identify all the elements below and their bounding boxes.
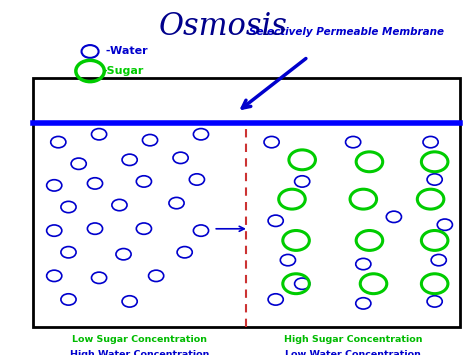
Bar	[33, 78, 460, 327]
Text: Selectively Permeable Membrane: Selectively Permeable Membrane	[248, 27, 444, 37]
Text: -Sugar: -Sugar	[102, 66, 143, 76]
Text: -Water: -Water	[102, 47, 147, 56]
Text: Osmosis: Osmosis	[158, 11, 287, 42]
Text: Low Sugar Concentration: Low Sugar Concentration	[73, 335, 207, 344]
Text: High Water Concentration: High Water Concentration	[70, 350, 210, 355]
Text: High Sugar Concentration: High Sugar Concentration	[284, 335, 422, 344]
Text: Low Water Concentration: Low Water Concentration	[285, 350, 421, 355]
